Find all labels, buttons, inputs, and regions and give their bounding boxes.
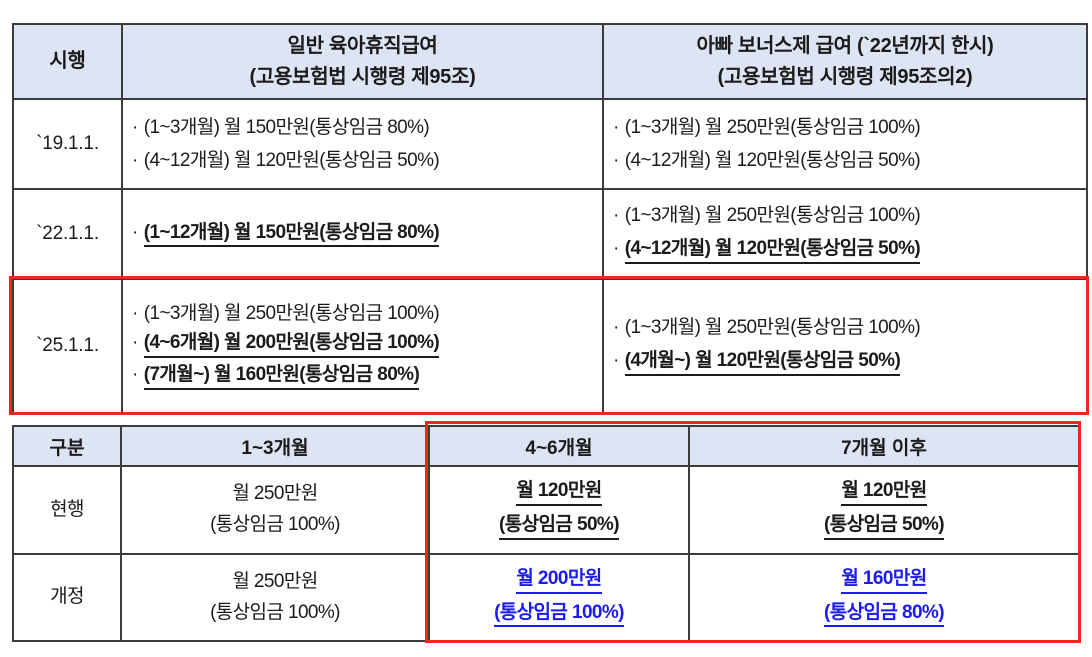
date-label: `25.1.1. <box>36 335 99 356</box>
row-date-2201: `22.1.1. <box>14 190 123 280</box>
benefit-history-table: 시행 일반 육아휴직급여 (고용보험법 시행령 제95조) 아빠 보너스제 급여… <box>12 23 1088 414</box>
row-label-revised: 개정 <box>14 555 122 640</box>
header-cell-months-7plus: 7개월 이후 <box>690 427 1078 467</box>
general-cell-2501: · (1~3개월) 월 250만원(통상임금 100%) · (4~6개월) 월… <box>123 280 604 412</box>
current-7plus-cell: 월 120만원 (통상임금 50%) <box>690 467 1078 555</box>
benefit-line: · (1~3개월) 월 250만원(통상임금 100%) <box>613 116 921 138</box>
header-months-4-6-label: 4~6개월 <box>525 437 593 459</box>
header-months-7plus-label: 7개월 이후 <box>841 437 927 459</box>
revised-1-3-cell: 월 250만원 (통상임금 100%) <box>122 555 430 640</box>
header-months-1-3-label: 1~3개월 <box>241 437 309 459</box>
date-label: `19.1.1. <box>36 133 99 154</box>
bullet-glyph: · <box>613 350 619 371</box>
bullet-glyph: · <box>613 116 619 138</box>
general-cell-2201: · (1~12개월) 월 150만원(통상임금 80%) <box>123 190 604 280</box>
current-vs-revised-table: 구분 1~3개월 4~6개월 7개월 이후 현행 월 250만원 (통상임금 1… <box>12 425 1080 642</box>
benefit-line: · (1~3개월) 월 250만원(통상임금 100%) <box>613 205 921 227</box>
benefit-line-emphasized: · (4개월~) 월 120만원(통상임금 50%) <box>613 349 1082 376</box>
benefit-line: · (1~3개월) 월 250만원(통상임금 100%) <box>613 317 921 339</box>
header-date-label: 시행 <box>49 50 86 72</box>
benefit-line-emphasized: · (7개월~) 월 160만원(통상임금 80%) <box>132 363 598 390</box>
benefit-line-emphasized: · (4~6개월) 월 200만원(통상임금 100%) <box>132 331 598 358</box>
header-cell-months-1-3: 1~3개월 <box>122 427 430 467</box>
header-bonus-title: 아빠 보너스제 급여 (`22년까지 한시) <box>696 34 994 57</box>
benefit-line: · (1~3개월) 월 150만원(통상임금 80%) <box>132 116 430 138</box>
bullet-glyph: · <box>613 149 619 171</box>
benefit-line: · (4~12개월) 월 120만원(통상임금 50%) <box>613 149 921 171</box>
bullet-glyph: · <box>132 303 138 325</box>
row-label-current: 현행 <box>14 467 122 555</box>
header-bonus-law: (고용보험법 시행령 제95조의2) <box>717 65 973 88</box>
bullet-glyph: · <box>132 116 138 138</box>
header-general-title: 일반 육아휴직급여 <box>287 34 438 57</box>
row-date-1901: `19.1.1. <box>14 100 123 190</box>
bonus-cell-2201: · (1~3개월) 월 250만원(통상임금 100%) · (4~12개월) … <box>604 190 1086 280</box>
current-4-6-cell: 월 120만원 (통상임금 50%) <box>430 467 690 555</box>
date-label: `22.1.1. <box>36 223 99 244</box>
bullet-glyph: · <box>613 205 619 227</box>
bonus-cell-2501: · (1~3개월) 월 250만원(통상임금 100%) · (4개월~) 월 … <box>604 280 1086 412</box>
row-date-2501: `25.1.1. <box>14 280 123 412</box>
revised-7plus-cell: 월 160만원 (통상임금 80%) <box>690 555 1078 640</box>
revised-4-6-cell: 월 200만원 (통상임금 100%) <box>430 555 690 640</box>
bullet-glyph: · <box>132 363 138 385</box>
general-cell-1901: · (1~3개월) 월 150만원(통상임금 80%) · (4~12개월) 월… <box>123 100 604 190</box>
benefit-line: · (1~3개월) 월 250만원(통상임금 100%) <box>132 303 440 325</box>
benefit-line: · (4~12개월) 월 120만원(통상임금 50%) <box>132 149 440 171</box>
header-general-law: (고용보험법 시행령 제95조) <box>249 65 476 88</box>
current-1-3-cell: 월 250만원 (통상임금 100%) <box>122 467 430 555</box>
bullet-glyph: · <box>613 238 619 259</box>
bullet-glyph: · <box>613 317 619 339</box>
bullet-glyph: · <box>132 149 138 171</box>
header-cell-bonus: 아빠 보너스제 급여 (`22년까지 한시) (고용보험법 시행령 제95조의2… <box>604 25 1086 100</box>
header-category-label: 구분 <box>49 437 85 459</box>
bullet-glyph: · <box>132 221 138 243</box>
header-cell-months-4-6: 4~6개월 <box>430 427 690 467</box>
benefit-line-emphasized: · (1~12개월) 월 150만원(통상임금 80%) <box>132 221 598 248</box>
benefit-line-emphasized: · (4~12개월) 월 120만원(통상임금 50%) <box>613 237 1082 264</box>
bonus-cell-1901: · (1~3개월) 월 250만원(통상임금 100%) · (4~12개월) … <box>604 100 1086 190</box>
bullet-glyph: · <box>132 332 138 354</box>
header-cell-date: 시행 <box>14 25 123 100</box>
header-cell-category: 구분 <box>14 427 122 467</box>
header-cell-general: 일반 육아휴직급여 (고용보험법 시행령 제95조) <box>123 25 604 100</box>
